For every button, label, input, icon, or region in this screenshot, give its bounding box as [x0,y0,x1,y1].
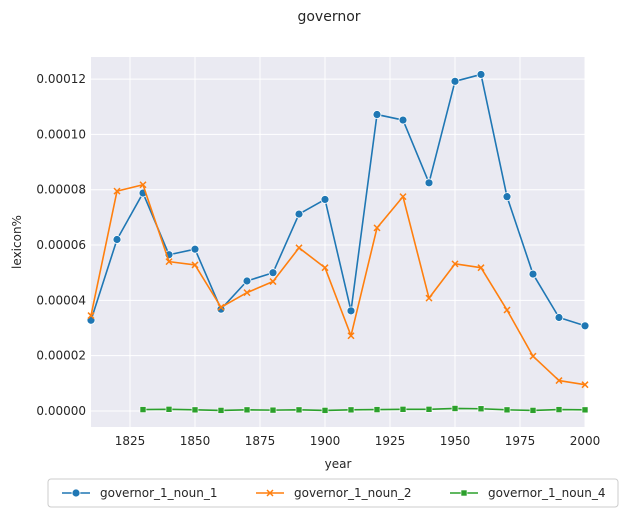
data-point [554,313,564,322]
data-point [529,407,537,414]
x-tick-label: 1975 [505,434,536,448]
x-tick-label: 1900 [310,434,341,448]
data-point [165,406,173,413]
legend-box [47,478,619,508]
legend-label: governor_1_noun_1 [100,486,217,500]
data-point [295,244,303,252]
data-point [451,405,459,412]
data-point [347,332,355,340]
grid-lines [91,57,586,427]
y-axis-label: lexicon% [10,215,24,269]
y-axis-ticks: 0.00000 0.00002 0.00004 0.00006 0.00008 0.000… [36,72,86,418]
data-point [425,406,433,413]
data-point [321,407,329,414]
data-point [450,76,460,86]
data-point [451,260,459,268]
data-series [86,70,590,414]
data-point [139,181,147,189]
y-tick-label: 0.00008 [36,183,86,197]
series-line [90,73,586,327]
plot-area [91,57,585,427]
data-point [269,278,277,286]
data-point [191,406,199,414]
data-point [242,276,252,286]
data-point [580,321,590,331]
data-point [165,258,173,266]
data-point [398,115,408,125]
y-tick-label: 0.00010 [36,127,86,141]
legend: governor_1_noun_1 governor_1_noun_2 govern… [47,478,619,508]
data-point [139,406,147,413]
y-tick-label: 0.00006 [36,238,86,252]
x-tick-label: 1875 [245,434,276,448]
data-point [216,304,226,314]
series-line [90,183,586,386]
data-point [321,264,329,272]
data-point [217,407,225,414]
data-point [113,187,121,195]
data-point [346,306,356,316]
legend-label: governor_1_noun_4 [488,486,605,500]
legend-marker [266,489,274,497]
x-tick-label: 2000 [570,434,601,448]
legend-label: governor_1_noun_2 [294,486,411,500]
legend-item: governor_1_noun_1 [62,486,217,500]
data-point [425,294,433,302]
data-point [347,406,355,414]
legend-marker [460,489,468,497]
data-point [502,192,512,202]
x-axis-ticks: 1825 1850 1875 1900 1925 1950 1975 2000 [115,434,601,448]
data-point [424,178,434,188]
data-point [373,224,381,232]
data-point [477,264,485,272]
data-point [399,406,407,413]
x-axis-label: year [325,457,352,471]
y-tick-label: 0.00004 [36,293,86,307]
data-point [243,289,251,297]
data-point [191,261,199,269]
legend-item: governor_1_noun_4 [450,486,605,500]
data-point [503,306,511,314]
chart-title: governor [297,9,360,25]
data-point [399,193,407,201]
legend-item: governor_1_noun_2 [256,486,411,500]
y-tick-label: 0.00012 [36,72,86,86]
y-tick-label: 0.00000 [36,404,86,418]
data-point [528,269,538,279]
data-point [190,244,200,254]
data-point [476,70,486,79]
data-point [555,406,563,413]
data-point [503,406,511,414]
data-point [269,406,277,414]
data-point [112,235,122,244]
x-tick-label: 1825 [115,434,146,448]
x-tick-label: 1950 [440,434,471,448]
data-point [581,381,589,389]
series-governor_1_noun_4 [139,405,589,414]
data-point [243,406,251,414]
data-point [477,405,485,413]
data-point [294,209,304,219]
data-point [268,268,278,278]
data-point [87,312,95,320]
y-tick-label: 0.00002 [36,349,86,363]
data-point [555,377,563,385]
x-tick-label: 1850 [180,434,211,448]
data-point [529,352,537,360]
data-point [320,195,330,204]
x-tick-label: 1925 [375,434,406,448]
data-point [372,110,382,119]
data-point [217,303,225,311]
legend-marker [71,488,81,498]
data-point [295,406,303,414]
data-point [581,406,589,414]
series-governor_1_noun_2 [87,181,589,389]
series-line [142,407,586,412]
data-point [373,406,381,413]
